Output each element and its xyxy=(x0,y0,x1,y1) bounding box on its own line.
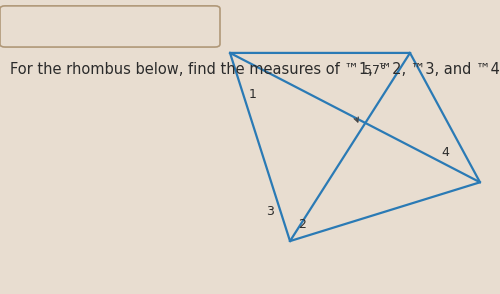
Text: 4: 4 xyxy=(441,146,449,159)
Text: 57°: 57° xyxy=(364,64,386,77)
Text: For the rhombus below, find the measures of ™1, ™2, ™3, and ™4.: For the rhombus below, find the measures… xyxy=(10,62,500,77)
Text: 3: 3 xyxy=(266,205,274,218)
Text: 1: 1 xyxy=(248,88,256,101)
Text: 2: 2 xyxy=(298,218,306,231)
